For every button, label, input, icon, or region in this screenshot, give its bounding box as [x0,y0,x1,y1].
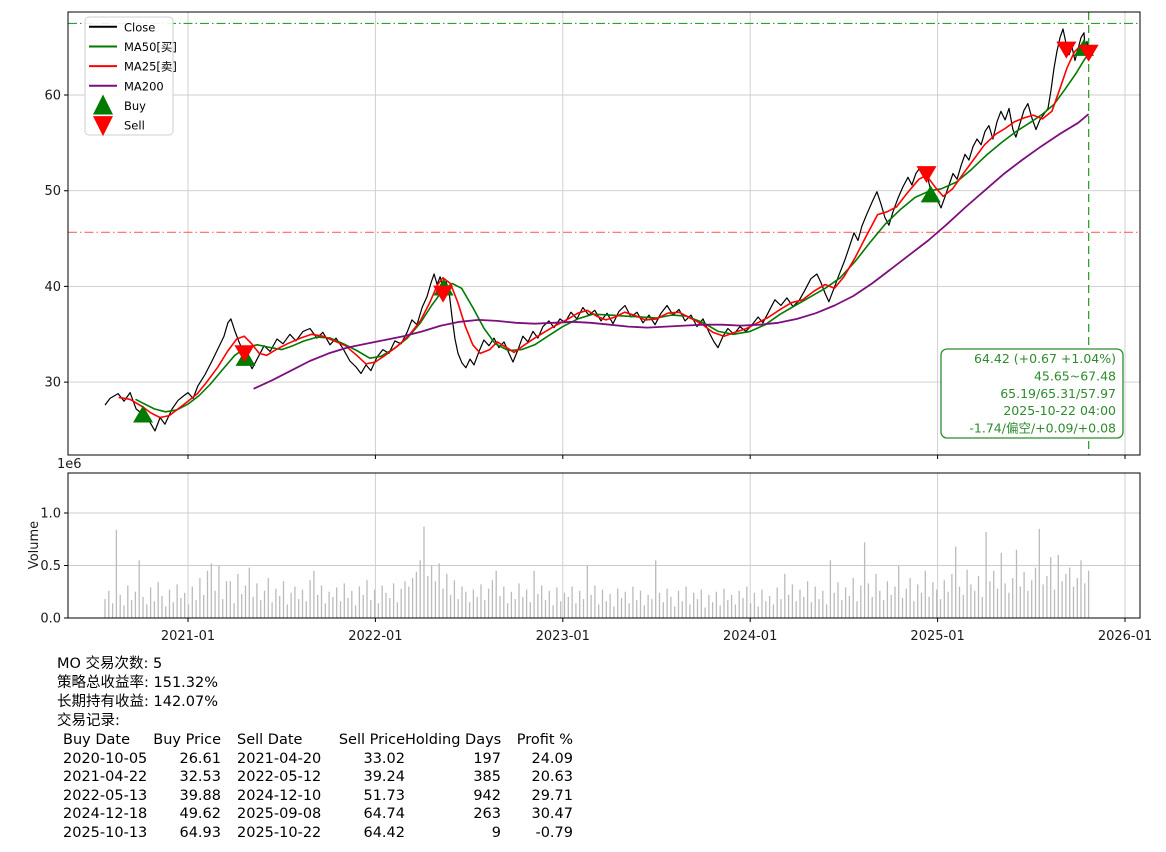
legend-label: MA50[买] [124,40,177,54]
strategy-chart: 30 40 50 60 0.0 0.5 1.0 2021-01 2022-01 2023-01 20… [27,11,1152,644]
buy-marker [133,405,154,423]
trade-cell: 197 [473,750,501,767]
trade-cell: 2021-04-20 [237,750,322,767]
sell-marker [1078,44,1099,62]
sell-marker [1056,41,1077,59]
quote-info-line: 2025-10-22 04:00 [1003,403,1116,418]
trade-cell: 2025-10-22 [237,824,322,841]
stat-trade-log-title: 交易记录: [57,713,120,729]
trade-cell: 2021-04-22 [63,769,148,785]
trade-cell: 32.53 [179,769,221,785]
volume-ytick-label: 1.0 [40,507,61,522]
date-xtick-label: 2023-01 [536,629,590,644]
price-ytick-label: 50 [44,184,61,199]
trade-cell: 30.47 [531,806,573,822]
trade-cell: 39.24 [363,769,405,785]
trade-cell: 2020-10-05 [63,750,148,767]
col-sell-date: Sell Date [237,732,303,748]
trade-cell: 2025-10-13 [63,824,148,841]
trade-cell: 20.63 [531,769,573,785]
date-xtick-label: 2022-01 [348,629,402,644]
legend-label: MA25[卖] [124,60,177,74]
trade-cell: -0.79 [535,824,573,841]
trade-row: 2024-12-18 49.62 2025-09-08 64.74 263 30.47 [57,805,573,824]
price-pane-border [67,11,1141,456]
ma25-line [118,43,1090,419]
quote-info-line: 45.65~67.48 [1034,368,1116,383]
strategy-summary: MO 交易次数: 5 策略总收益率: 151.32% 长期持有收益: 142.0… [57,655,573,842]
trade-cell: 39.88 [179,787,221,804]
trade-row: 2025-10-13 64.93 2025-10-22 64.42 9 -0.79 [57,824,573,843]
trade-table-header: Buy Date Buy Price Sell Date Sell Price … [57,731,573,750]
stat-buyhold-return: 长期持有收益: 142.07% [57,694,219,710]
trade-cell: 263 [473,806,501,822]
buy-marker [920,185,941,203]
trade-cell: 2024-12-18 [63,806,148,822]
trade-row: 2020-10-05 26.61 2021-04-20 33.02 197 24.09 [57,750,573,769]
trade-cell: 2022-05-13 [63,787,148,804]
trade-cell: 29.71 [531,787,573,804]
date-xtick-label: 2025-01 [910,629,964,644]
date-xtick-label: 2026-01 [1098,629,1152,644]
legend-label: MA200 [124,79,164,93]
volume-offset-label: 1e6 [57,457,82,472]
quote-info-box: 64.42 (+0.67 +1.04%) 45.65~67.48 65.19/65.… [940,348,1124,439]
trade-cell: 942 [473,787,501,804]
trade-cell: 49.62 [179,806,221,822]
volume-axis-title: Volume [27,521,42,569]
quote-info-line: -1.74/偏空/+0.09/+0.08 [969,421,1116,436]
trade-cell: 51.73 [363,787,405,804]
price-ytick-label: 40 [44,280,61,295]
sell-marker [433,285,454,303]
legend: Close MA50[买] MA25[卖] MA200 Buy Sell [84,16,177,137]
trade-cell: 385 [473,769,501,785]
legend-label: Buy [124,99,146,113]
trade-cell: 24.09 [531,750,573,767]
trade-cell: 2025-09-08 [237,806,322,822]
sell-marker [234,345,255,363]
trade-cell: 64.93 [179,824,221,841]
col-buy-date: Buy Date [63,732,130,748]
trade-cell: 2024-12-10 [237,787,322,804]
sell-marker-icon [93,116,113,137]
volume-pane-border [67,472,1141,619]
ma200-line [253,113,1090,390]
volume-bars [104,526,1090,618]
quote-info-border [940,348,1124,439]
col-sell-price: Sell Price [338,732,405,748]
legend-label: Sell [124,119,145,133]
trade-cell: 2022-05-12 [237,769,322,785]
trade-row: 2021-04-22 32.53 2022-05-12 39.24 385 20.63 [57,768,573,787]
trade-row: 2022-05-13 39.88 2024-12-10 51.73 942 29.71 [57,787,573,806]
sell-marker [916,166,937,184]
trade-table-body: 2020-10-05 26.61 2021-04-20 33.02 197 24.09 20… [57,750,573,843]
date-xtick-label: 2021-01 [161,629,215,644]
volume-ytick-label: 0.0 [40,612,61,627]
quote-info-line: 65.19/65.31/57.97 [1000,386,1116,401]
price-ytick-label: 60 [44,89,61,104]
volume-ytick-label: 0.5 [40,559,61,574]
legend-label: Close [124,20,155,34]
col-buy-price: Buy Price [153,732,221,748]
quote-info-line: 64.42 (+0.67 +1.04%) [974,351,1116,366]
trade-cell: 9 [491,824,501,841]
col-profit: Profit % [516,732,573,748]
buy-marker-icon [93,94,113,115]
trade-cell: 64.42 [363,824,405,841]
date-xtick-label: 2024-01 [723,629,777,644]
tick-marks [64,94,1126,622]
stat-trade-count: MO 交易次数: 5 [57,656,163,672]
col-holding-days: Holding Days [405,732,502,748]
trade-cell: 26.61 [179,750,221,767]
stat-strategy-return: 策略总收益率: 151.32% [57,675,219,691]
trade-cell: 33.02 [363,750,405,767]
price-ytick-label: 30 [44,376,61,391]
trade-cell: 64.74 [363,806,405,822]
